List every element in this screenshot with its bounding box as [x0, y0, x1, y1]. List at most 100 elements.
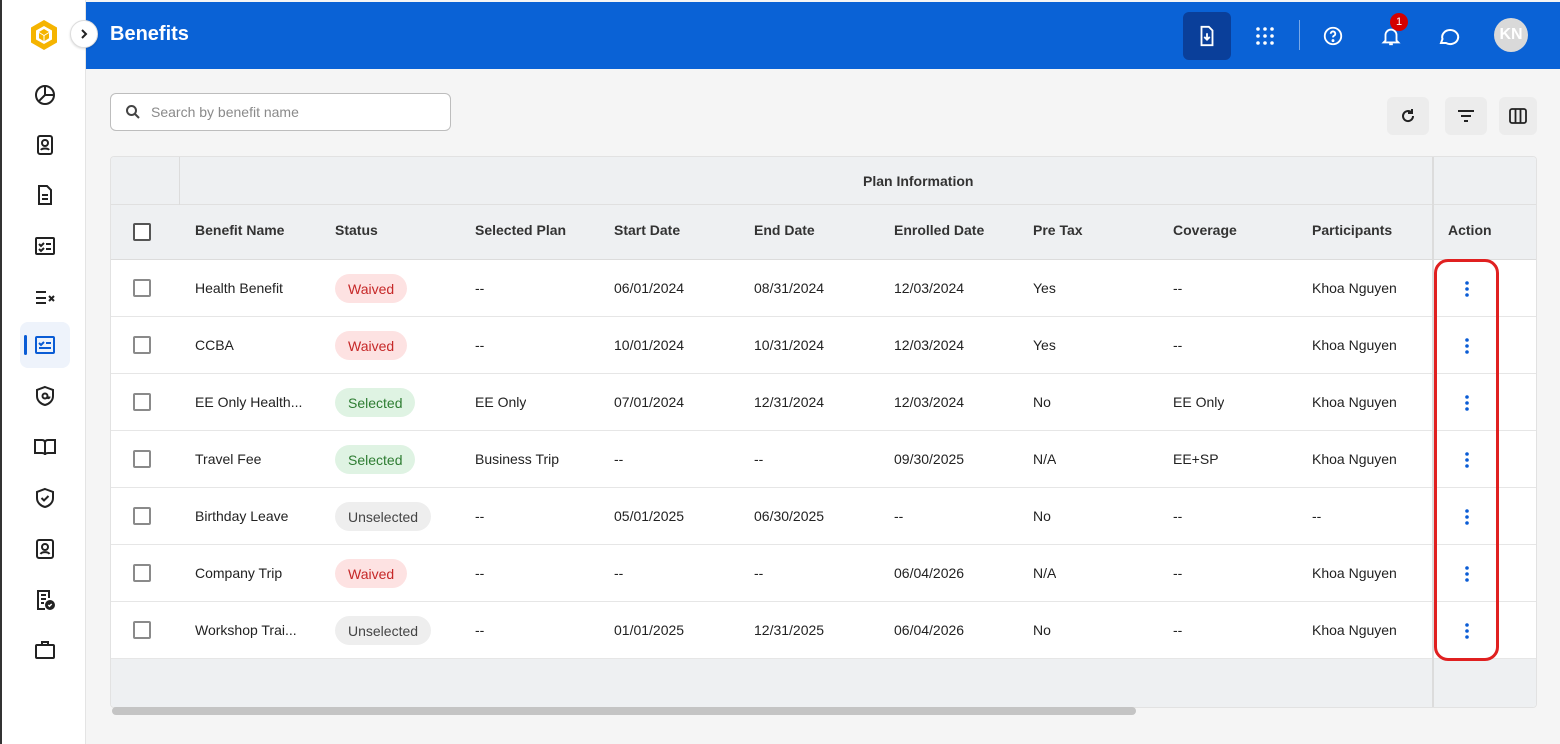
sidebar-item-id[interactable] [20, 526, 70, 572]
row-action-menu-button[interactable] [1455, 276, 1479, 302]
header-divider [1299, 20, 1300, 50]
search-box[interactable] [110, 93, 451, 131]
cell-enrolled-date: 12/03/2024 [894, 280, 965, 296]
horizontal-scrollbar[interactable] [112, 707, 1136, 715]
row-action-menu-button[interactable] [1455, 390, 1479, 416]
cell-coverage: -- [1173, 280, 1183, 296]
bell-icon [1381, 28, 1401, 46]
sidebar-item-benefits[interactable] [20, 322, 70, 368]
cell-enrolled-date: 06/04/2026 [894, 565, 965, 581]
col-participants[interactable]: Participants [1312, 222, 1393, 238]
row-action-menu-button[interactable] [1455, 333, 1479, 359]
row-checkbox[interactable] [133, 507, 151, 525]
sidebar-item-approvals[interactable] [20, 577, 70, 623]
export-button[interactable] [1183, 12, 1231, 60]
table-row[interactable]: Workshop Trai... Unselected -- 01/01/2025 12… [111, 602, 1536, 659]
row-checkbox[interactable] [133, 450, 151, 468]
col-action: Action [1448, 222, 1492, 238]
col-start-date[interactable]: Start Date [614, 222, 681, 238]
cell-participants: Khoa Nguyen [1312, 394, 1397, 410]
cell-end-date: 10/31/2024 [754, 337, 825, 353]
sidebar-item-security[interactable] [20, 373, 70, 419]
cell-enrolled-date: -- [894, 508, 904, 524]
task-list-icon [36, 291, 55, 304]
app-logo[interactable] [27, 18, 61, 52]
row-action-menu-button[interactable] [1455, 504, 1479, 530]
cell-end-date: 12/31/2025 [754, 622, 825, 638]
collapse-sidebar-button[interactable] [70, 20, 98, 48]
filter-button[interactable] [1445, 97, 1487, 135]
col-benefit-name[interactable]: Benefit Name [195, 222, 285, 238]
table-row[interactable]: Travel Fee Selected Business Trip -- -- 09/30… [111, 431, 1536, 488]
col-status[interactable]: Status [335, 222, 378, 238]
col-end-date[interactable]: End Date [754, 222, 815, 238]
cell-enrolled-date: 09/30/2025 [894, 451, 965, 467]
cell-pre-tax: Yes [1033, 280, 1056, 296]
col-coverage[interactable]: Coverage [1173, 222, 1237, 238]
row-checkbox[interactable] [133, 621, 151, 639]
row-action-menu-button[interactable] [1455, 618, 1479, 644]
cell-selected-plan: -- [475, 508, 485, 524]
more-vertical-icon [1465, 338, 1469, 354]
refresh-button[interactable] [1387, 97, 1429, 135]
cell-end-date: 08/31/2024 [754, 280, 825, 296]
more-vertical-icon [1465, 566, 1469, 582]
sidebar-item-compliance[interactable] [20, 475, 70, 521]
benefits-icon [35, 336, 55, 354]
cell-start-date: 01/01/2025 [614, 622, 685, 638]
row-checkbox[interactable] [133, 336, 151, 354]
notification-badge: 1 [1390, 13, 1408, 31]
col-pre-tax[interactable]: Pre Tax [1033, 222, 1083, 238]
document-icon [38, 185, 52, 205]
sidebar-item-tasks[interactable] [20, 273, 70, 319]
cell-selected-plan: Business Trip [475, 451, 560, 467]
help-button[interactable] [1309, 12, 1357, 60]
status-badge: Waived [335, 331, 408, 360]
col-selected-plan[interactable]: Selected Plan [475, 222, 567, 238]
cell-pre-tax: No [1033, 394, 1051, 410]
col-enrolled-date[interactable]: Enrolled Date [894, 222, 985, 238]
apps-button[interactable] [1241, 12, 1289, 60]
sidebar [0, 0, 86, 744]
select-all-checkbox[interactable] [133, 223, 151, 241]
cell-start-date: 07/01/2024 [614, 394, 685, 410]
sidebar-item-checklist[interactable] [20, 223, 70, 269]
status-badge: Selected [335, 445, 416, 474]
columns-button[interactable] [1499, 97, 1537, 135]
table-row[interactable]: EE Only Health... Selected EE Only 07/01/20… [111, 374, 1536, 431]
cell-pre-tax: N/A [1033, 565, 1057, 581]
dashboard-pie-icon [35, 85, 55, 105]
notifications-button[interactable]: 1 [1367, 12, 1415, 60]
cell-coverage: -- [1173, 508, 1183, 524]
page-title: Benefits [110, 23, 189, 45]
sidebar-item-dashboard[interactable] [20, 72, 70, 118]
status-badge: Waived [335, 559, 408, 588]
row-action-menu-button[interactable] [1455, 561, 1479, 587]
cell-benefit-name: CCBA [195, 337, 234, 353]
search-input[interactable] [151, 104, 431, 120]
table-row[interactable]: Company Trip Waived -- -- -- 06/04/2026 N/A -- K… [111, 545, 1536, 602]
table-row[interactable]: Birthday Leave Unselected -- 05/01/2025 06/3… [111, 488, 1536, 545]
row-action-menu-button[interactable] [1455, 447, 1479, 473]
cell-selected-plan: -- [475, 622, 485, 638]
row-checkbox[interactable] [133, 564, 151, 582]
group-header-row: Plan Information [111, 157, 1536, 205]
row-checkbox[interactable] [133, 279, 151, 297]
row-checkbox[interactable] [133, 393, 151, 411]
filter-icon [1458, 110, 1474, 122]
benefits-table: Plan Information Benefit Name Status Sel… [110, 156, 1537, 708]
sidebar-item-handbook[interactable] [20, 424, 70, 470]
sidebar-item-profile[interactable] [20, 122, 70, 168]
cell-pre-tax: N/A [1033, 451, 1057, 467]
more-vertical-icon [1465, 395, 1469, 411]
sidebar-item-documents[interactable] [20, 172, 70, 218]
sidebar-item-jobs[interactable] [20, 627, 70, 673]
user-avatar[interactable]: KN [1494, 18, 1528, 52]
chat-button[interactable] [1425, 12, 1473, 60]
cell-coverage: EE Only [1173, 394, 1225, 410]
table-row[interactable]: CCBA Waived -- 10/01/2024 10/31/2024 12/03/20… [111, 317, 1536, 374]
table-row[interactable]: Health Benefit Waived -- 06/01/2024 08/31/20… [111, 260, 1536, 317]
cell-enrolled-date: 12/03/2024 [894, 337, 965, 353]
cell-enrolled-date: 06/04/2026 [894, 622, 965, 638]
briefcase-icon [35, 641, 55, 659]
